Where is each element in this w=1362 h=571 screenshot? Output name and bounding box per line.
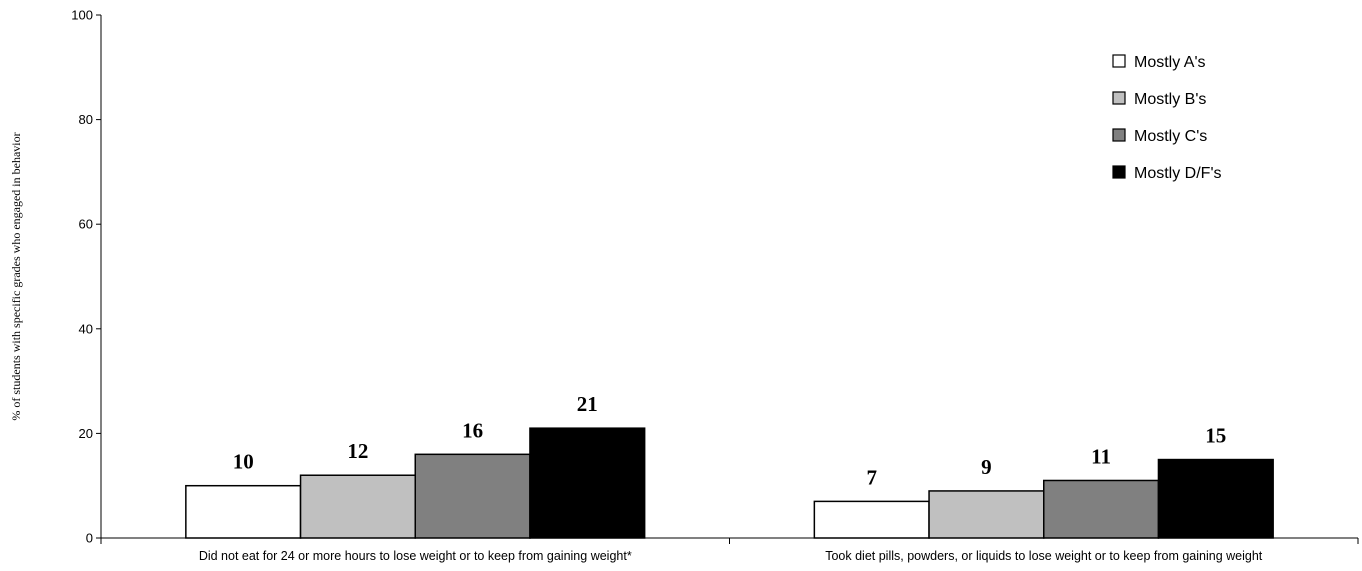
y-tick-label: 40 <box>79 321 93 336</box>
legend-swatch <box>1112 128 1126 142</box>
y-tick-label: 0 <box>86 531 93 546</box>
data-label: 21 <box>577 392 598 416</box>
bars <box>185 427 1274 539</box>
data-label: 15 <box>1205 424 1226 448</box>
legend-label: Mostly C's <box>1134 128 1207 145</box>
bar <box>813 500 930 539</box>
data-label: 16 <box>462 418 483 442</box>
x-category-label: Did not eat for 24 or more hours to lose… <box>199 549 632 563</box>
data-label: 11 <box>1091 444 1111 468</box>
data-labels: 10 12 16 21 7 9 11 15 <box>233 392 1227 489</box>
bar <box>529 427 646 539</box>
y-tick-label: 20 <box>79 426 93 441</box>
data-label: 12 <box>347 439 368 463</box>
y-axis: 0 20 40 60 80 100 <box>71 8 102 546</box>
bar <box>928 490 1045 539</box>
data-label: 9 <box>981 455 992 479</box>
legend-label: Mostly B's <box>1134 91 1206 108</box>
bar <box>185 484 302 539</box>
y-tick-label: 60 <box>79 217 93 232</box>
legend-swatch <box>1112 54 1126 68</box>
legend-label: Mostly D/F's <box>1134 165 1222 182</box>
y-tick-label: 100 <box>71 8 93 23</box>
legend-swatch <box>1112 165 1126 179</box>
x-category-label: Took diet pills, powders, or liquids to … <box>825 549 1263 563</box>
bar <box>299 474 416 539</box>
bar <box>1043 479 1160 539</box>
y-tick-label: 80 <box>79 112 93 127</box>
bar <box>414 453 531 539</box>
x-axis: Did not eat for 24 or more hours to lose… <box>100 537 1359 563</box>
legend-label: Mostly A's <box>1134 54 1206 71</box>
data-label: 10 <box>233 450 254 474</box>
legend: Mostly A's Mostly B's Mostly C's Mostly D/F… <box>1112 54 1222 182</box>
data-label: 7 <box>866 465 877 489</box>
bar <box>1157 458 1274 539</box>
y-axis-title: % of students with specific grades who e… <box>9 132 23 420</box>
legend-swatch <box>1112 91 1126 105</box>
